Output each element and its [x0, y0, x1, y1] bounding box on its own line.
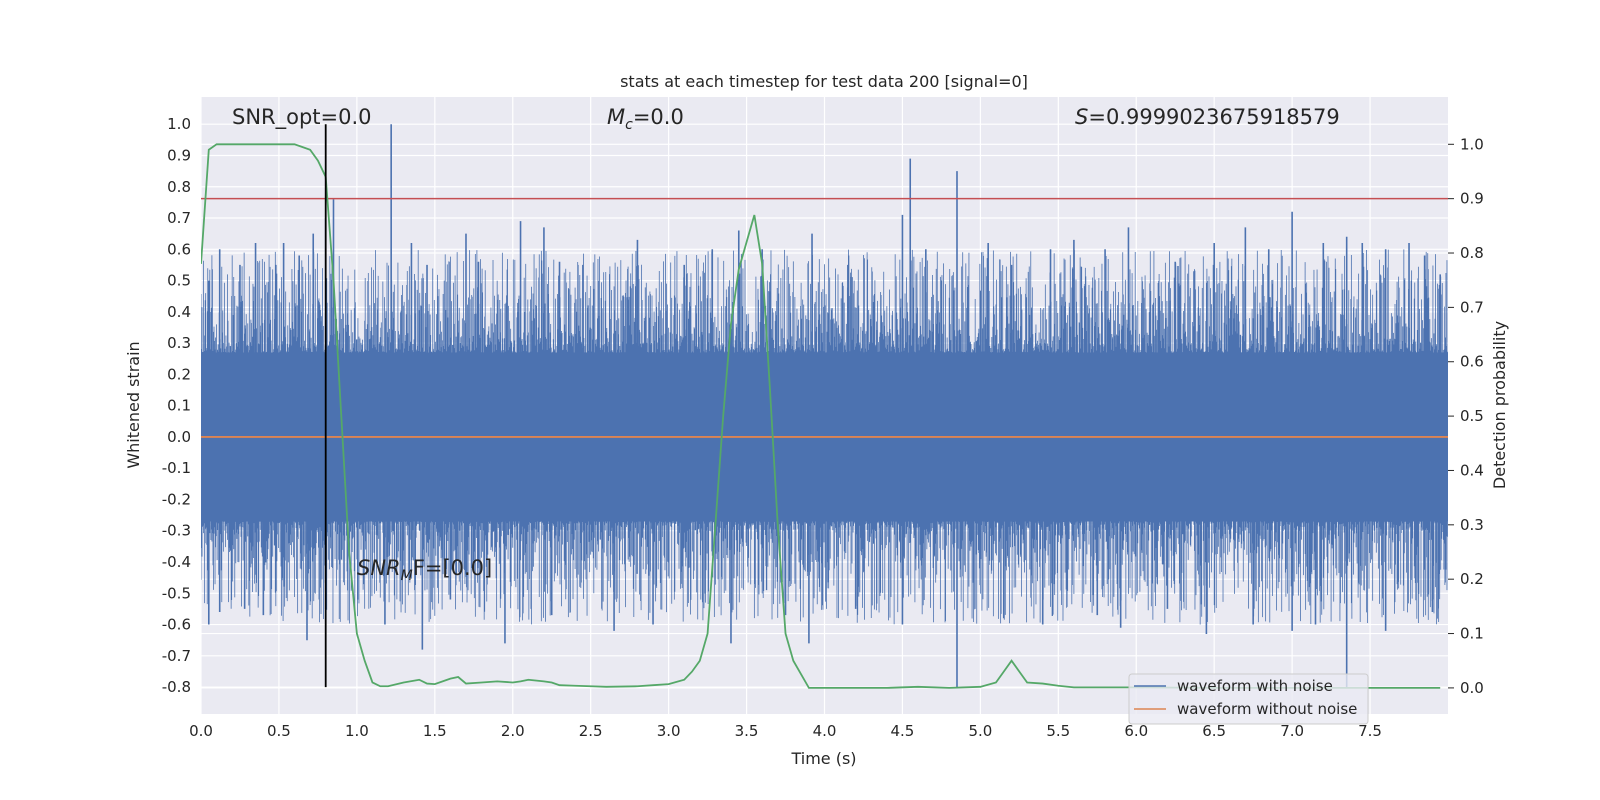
- y-right-tick-label: 0.1: [1460, 625, 1484, 643]
- x-tick-label: 5.5: [1046, 722, 1070, 740]
- x-tick-label: 7.0: [1280, 722, 1304, 740]
- y-left-tick-label: -0.2: [162, 490, 191, 508]
- chart-title: stats at each timestep for test data 200…: [620, 72, 1028, 91]
- y-axis-right-label: Detection probability: [1490, 321, 1509, 489]
- legend-label-clean: waveform without noise: [1177, 700, 1357, 718]
- y-left-tick-label: -0.8: [162, 678, 191, 696]
- snr-mf-base: SNR: [357, 556, 401, 580]
- y-right-tick-label: 0.0: [1460, 679, 1484, 697]
- y-left-tick-label: 0.3: [167, 334, 191, 352]
- chirp-mass-annotation: Mc=0.0: [607, 105, 684, 133]
- y-left-tick-label: -0.5: [162, 584, 191, 602]
- legend: waveform with noise waveform without noi…: [1128, 673, 1369, 725]
- y-right-tick-label: 1.0: [1460, 135, 1484, 153]
- chirp-mass-value: =0.0: [633, 105, 684, 129]
- x-tick-label: 3.5: [735, 722, 759, 740]
- y-axis-left-label: Whitened strain: [124, 341, 143, 468]
- snr-mf-tail: F=[0.0]: [413, 556, 492, 580]
- y-right-tick-label: 0.5: [1460, 407, 1484, 425]
- y-right-tick-label: 0.9: [1460, 190, 1484, 208]
- legend-box: [1128, 673, 1369, 725]
- snr-mf-annotation: SNRMF=[0.0]: [357, 556, 492, 584]
- snr-opt-annotation: SNR_opt=0.0: [232, 105, 372, 130]
- y-left-tick-label: -0.3: [162, 522, 191, 540]
- x-tick-label: 2.5: [579, 722, 603, 740]
- series-layer: [201, 124, 1448, 689]
- x-tick-label: 3.0: [657, 722, 681, 740]
- x-tick-label: 0.0: [189, 722, 213, 740]
- y-left-tick-labels: 1.0 0.9 0.8 0.7 0.6 0.5 0.4 0.3 0.2 0.1 0.0 -0.1 -0.…: [162, 115, 191, 696]
- x-tick-labels: 0.0 0.5 1.0 1.5 2.0 2.5 3.0 3.5 4.0 4.5 5.0 5.5 6.0 6…: [189, 722, 1382, 740]
- y-left-tick-label: -0.1: [162, 459, 191, 477]
- x-tick-label: 1.5: [423, 722, 447, 740]
- y-left-tick-label: 0.8: [167, 178, 191, 196]
- x-tick-label: 6.0: [1124, 722, 1148, 740]
- score-annotation: S=0.9999023675918579: [1075, 105, 1340, 129]
- score-value: =0.9999023675918579: [1088, 105, 1339, 129]
- x-tick-label: 7.5: [1358, 722, 1382, 740]
- legend-label-noise: waveform with noise: [1177, 677, 1333, 695]
- x-tick-label: 4.5: [891, 722, 915, 740]
- y-right-tick-label: 0.2: [1460, 570, 1484, 588]
- y-right-tick-label: 0.4: [1460, 461, 1484, 479]
- y-right-tick-label: 0.3: [1460, 516, 1484, 534]
- detection-probability-line: [201, 143, 1441, 689]
- y-left-tick-label: 0.6: [167, 240, 191, 258]
- x-tick-label: 6.5: [1202, 722, 1226, 740]
- x-tick-label: 2.0: [501, 722, 525, 740]
- y-left-tick-label: 1.0: [167, 115, 191, 133]
- y-right-tick-label: 0.7: [1460, 298, 1484, 316]
- y-left-tick-label: 0.7: [167, 209, 191, 227]
- x-tick-label: 5.0: [968, 722, 992, 740]
- y-right-tick-label: 0.8: [1460, 244, 1484, 262]
- y-left-tick-label: -0.6: [162, 616, 191, 634]
- y-right-tick-labels: 1.0 0.9 0.8 0.7 0.6 0.5 0.4 0.3 0.2 0.1 0.0: [1448, 135, 1484, 697]
- x-tick-label: 4.0: [813, 722, 837, 740]
- score-symbol: S: [1075, 105, 1088, 129]
- snr-mf-subscript: M: [401, 568, 413, 584]
- y-left-tick-label: -0.4: [162, 553, 191, 571]
- x-tick-label: 1.0: [345, 722, 369, 740]
- chirp-mass-symbol: M: [607, 105, 625, 129]
- y-left-tick-label: 0.0: [167, 428, 191, 446]
- y-left-tick-label: 0.5: [167, 272, 191, 290]
- y-left-tick-label: -0.7: [162, 647, 191, 665]
- x-tick-label: 0.5: [267, 722, 291, 740]
- y-right-tick-label: 0.6: [1460, 353, 1484, 371]
- x-axis-label: Time (s): [790, 749, 856, 768]
- y-left-tick-label: 0.2: [167, 365, 191, 383]
- y-left-tick-label: 0.4: [167, 303, 191, 321]
- y-left-tick-label: 0.1: [167, 397, 191, 415]
- y-left-tick-label: 0.9: [167, 146, 191, 164]
- chirp-mass-subscript: c: [625, 117, 633, 133]
